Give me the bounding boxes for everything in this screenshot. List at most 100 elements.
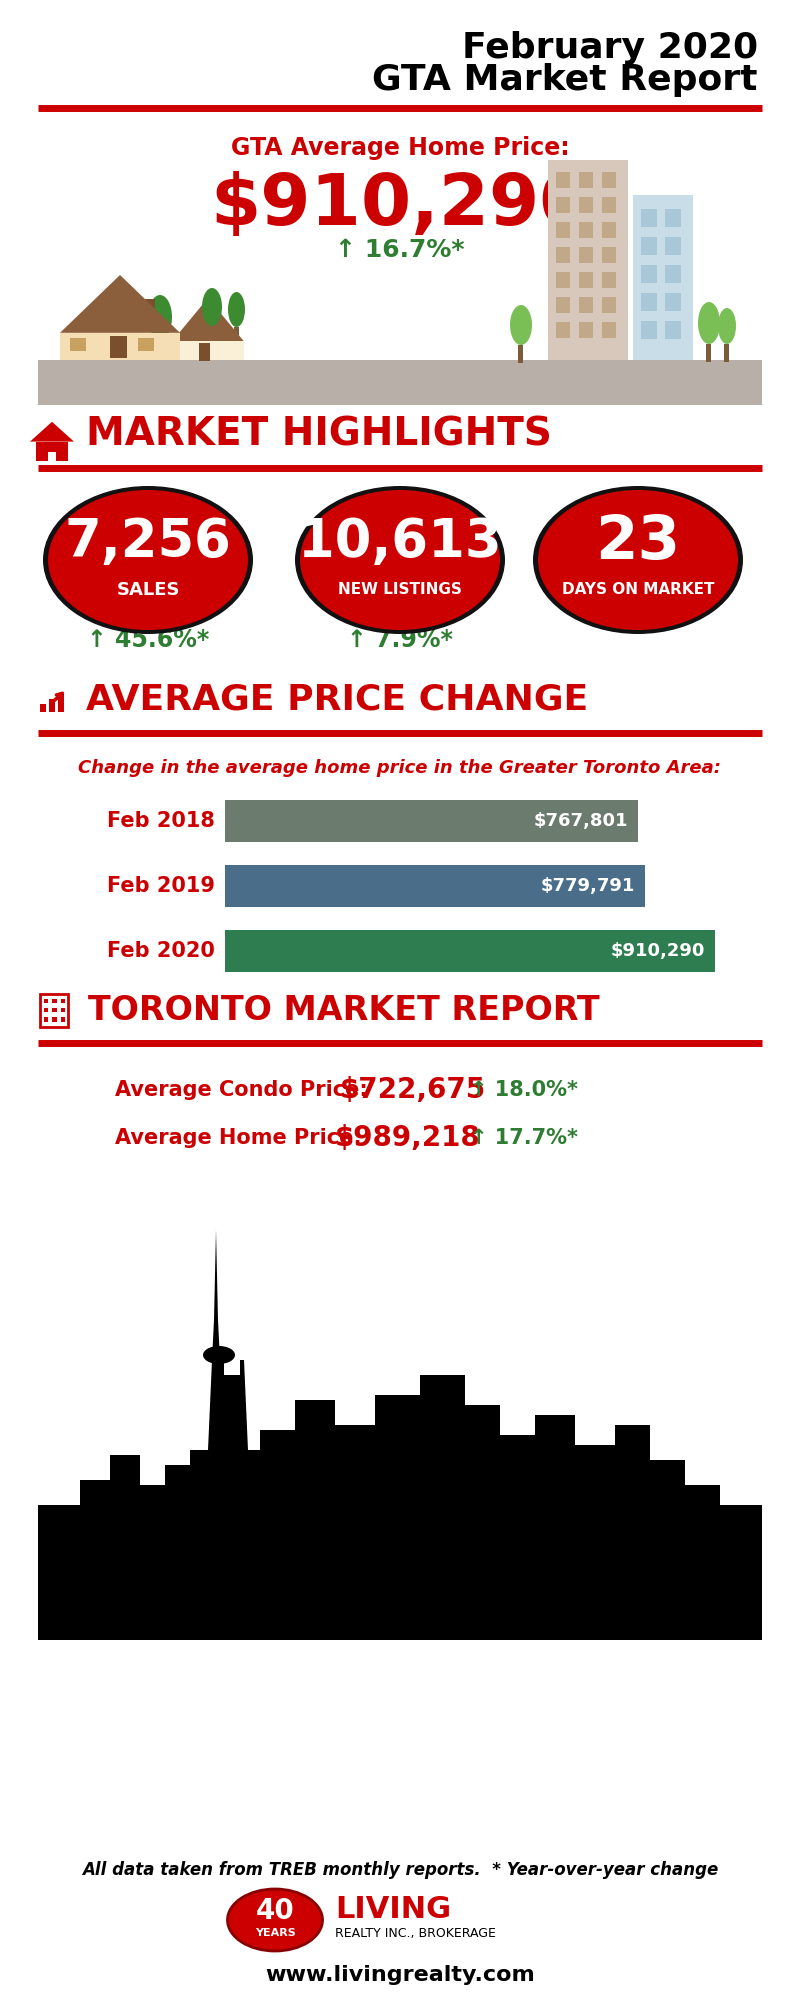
Text: YEARS: YEARS — [254, 1928, 295, 1938]
Ellipse shape — [228, 292, 245, 326]
FancyBboxPatch shape — [38, 1560, 762, 1640]
FancyBboxPatch shape — [556, 246, 570, 262]
Text: 40: 40 — [256, 1896, 294, 1924]
Text: GTA Market Report: GTA Market Report — [373, 62, 758, 96]
FancyBboxPatch shape — [52, 1008, 57, 1012]
FancyBboxPatch shape — [44, 998, 48, 1002]
Text: $767,801: $767,801 — [534, 812, 628, 830]
FancyBboxPatch shape — [142, 298, 154, 326]
FancyBboxPatch shape — [58, 694, 64, 712]
Text: All data taken from TREB monthly reports.  * Year-over-year change: All data taken from TREB monthly reports… — [82, 1860, 718, 1880]
Ellipse shape — [148, 294, 172, 338]
FancyBboxPatch shape — [44, 1018, 48, 1022]
Ellipse shape — [48, 490, 248, 630]
FancyBboxPatch shape — [38, 360, 762, 404]
FancyBboxPatch shape — [556, 296, 570, 312]
Text: Feb 2018: Feb 2018 — [107, 812, 215, 832]
FancyBboxPatch shape — [641, 264, 657, 282]
FancyBboxPatch shape — [172, 342, 244, 360]
FancyBboxPatch shape — [579, 222, 593, 238]
Text: 23: 23 — [595, 512, 681, 572]
Text: ↑ 16.7%*: ↑ 16.7%* — [335, 238, 465, 262]
FancyBboxPatch shape — [198, 344, 210, 362]
Text: $779,791: $779,791 — [540, 876, 634, 896]
FancyBboxPatch shape — [665, 264, 681, 282]
FancyBboxPatch shape — [556, 322, 570, 338]
Text: Feb 2019: Feb 2019 — [107, 876, 215, 896]
FancyBboxPatch shape — [724, 344, 729, 362]
FancyBboxPatch shape — [225, 930, 715, 972]
Text: ↑ 7.9%*: ↑ 7.9%* — [347, 628, 453, 652]
Text: TORONTO MARKET REPORT: TORONTO MARKET REPORT — [88, 994, 600, 1026]
Ellipse shape — [295, 486, 505, 634]
Text: LIVING: LIVING — [335, 1896, 451, 1924]
FancyBboxPatch shape — [518, 344, 523, 364]
FancyBboxPatch shape — [665, 236, 681, 254]
Ellipse shape — [698, 302, 720, 344]
FancyBboxPatch shape — [49, 700, 55, 712]
FancyBboxPatch shape — [556, 222, 570, 238]
Text: MARKET HIGHLIGHTS: MARKET HIGHLIGHTS — [86, 416, 552, 454]
Text: ↑ 45.6%*: ↑ 45.6%* — [87, 628, 209, 652]
Text: Average Condo Price:: Average Condo Price: — [115, 1080, 368, 1100]
Ellipse shape — [202, 288, 222, 326]
FancyBboxPatch shape — [52, 1018, 57, 1022]
FancyBboxPatch shape — [60, 332, 180, 360]
Text: ↑ 17.7%*: ↑ 17.7%* — [470, 1128, 578, 1148]
FancyBboxPatch shape — [209, 326, 214, 344]
Text: Change in the average home price in the Greater Toronto Area:: Change in the average home price in the … — [78, 758, 722, 776]
FancyBboxPatch shape — [641, 236, 657, 254]
Ellipse shape — [227, 1888, 322, 1952]
FancyBboxPatch shape — [665, 320, 681, 338]
FancyBboxPatch shape — [40, 704, 46, 712]
FancyBboxPatch shape — [579, 296, 593, 312]
FancyBboxPatch shape — [44, 1008, 48, 1012]
FancyBboxPatch shape — [579, 272, 593, 288]
FancyBboxPatch shape — [665, 292, 681, 310]
FancyBboxPatch shape — [110, 336, 127, 358]
FancyBboxPatch shape — [61, 998, 66, 1002]
FancyBboxPatch shape — [602, 322, 616, 338]
FancyBboxPatch shape — [234, 326, 238, 344]
FancyBboxPatch shape — [602, 198, 616, 212]
FancyBboxPatch shape — [602, 246, 616, 262]
FancyBboxPatch shape — [48, 452, 56, 462]
Text: $722,675: $722,675 — [340, 1076, 486, 1104]
Text: $989,218: $989,218 — [335, 1124, 481, 1152]
FancyBboxPatch shape — [36, 442, 68, 462]
Text: 7,256: 7,256 — [65, 516, 231, 568]
FancyBboxPatch shape — [602, 296, 616, 312]
Text: AVERAGE PRICE CHANGE: AVERAGE PRICE CHANGE — [86, 684, 588, 718]
FancyBboxPatch shape — [633, 196, 693, 360]
FancyBboxPatch shape — [556, 172, 570, 188]
Text: SALES: SALES — [116, 580, 180, 600]
FancyBboxPatch shape — [225, 800, 638, 842]
FancyBboxPatch shape — [579, 198, 593, 212]
FancyBboxPatch shape — [602, 222, 616, 238]
Text: $910,290: $910,290 — [210, 170, 590, 240]
Polygon shape — [172, 298, 244, 342]
FancyBboxPatch shape — [138, 338, 154, 350]
FancyBboxPatch shape — [579, 246, 593, 262]
FancyBboxPatch shape — [548, 160, 628, 360]
Ellipse shape — [43, 486, 253, 634]
Polygon shape — [30, 422, 74, 442]
Text: February 2020: February 2020 — [462, 30, 758, 64]
FancyBboxPatch shape — [641, 292, 657, 310]
FancyBboxPatch shape — [70, 338, 86, 350]
Text: GTA Average Home Price:: GTA Average Home Price: — [230, 136, 570, 160]
Polygon shape — [60, 274, 180, 332]
Text: $910,290: $910,290 — [610, 942, 705, 960]
FancyBboxPatch shape — [602, 172, 616, 188]
Ellipse shape — [510, 304, 532, 344]
FancyBboxPatch shape — [157, 338, 162, 356]
FancyBboxPatch shape — [225, 864, 645, 908]
FancyBboxPatch shape — [641, 320, 657, 338]
FancyBboxPatch shape — [602, 272, 616, 288]
FancyBboxPatch shape — [579, 172, 593, 188]
Text: Average Home Price:: Average Home Price: — [115, 1128, 362, 1148]
FancyBboxPatch shape — [665, 208, 681, 226]
Ellipse shape — [300, 490, 500, 630]
Ellipse shape — [538, 490, 738, 630]
FancyBboxPatch shape — [641, 208, 657, 226]
